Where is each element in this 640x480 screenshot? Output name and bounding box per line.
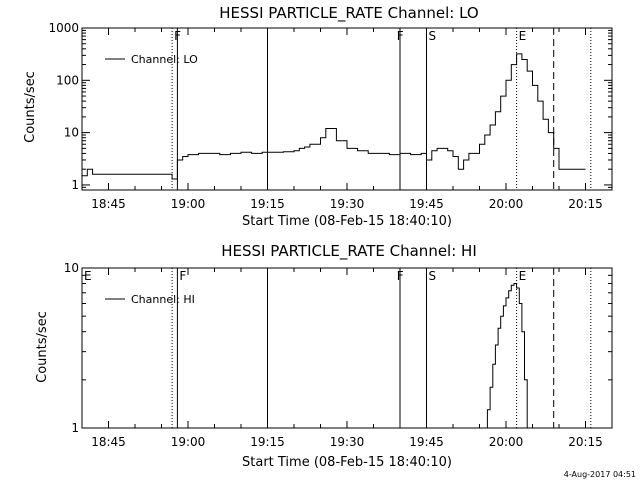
top-flag-label: F <box>174 29 181 43</box>
top-x-tick-label: 19:00 <box>171 197 206 211</box>
top-flag-label: F <box>397 29 404 43</box>
bottom-y-axis-label: Counts/sec <box>35 311 50 383</box>
top-plot-area: 18:45 19:00 19:15 19:30 19:45 20:00 20:15 1 10 10… <box>48 21 613 211</box>
bottom-x-tick-label: 19:15 <box>250 435 285 449</box>
top-x-axis-label: Start Time (08-Feb-15 18:40:10) <box>242 214 452 229</box>
top-x-tick-label: 20:00 <box>489 197 524 211</box>
bottom-plot-area: 18:45 19:00 19:15 19:30 19:45 20:00 20:15 1 10 E F… <box>64 261 613 449</box>
bottom-chart-title: HESSI PARTICLE_RATE Channel: HI <box>221 242 477 261</box>
bottom-x-tick-label: 18:45 <box>91 435 126 449</box>
top-flag-label: S <box>429 29 437 43</box>
top-series-line <box>82 53 586 180</box>
bottom-flag-label: F <box>179 269 186 283</box>
bottom-series-line <box>484 283 528 428</box>
top-y-tick-label: 1 <box>71 178 79 192</box>
top-x-tick-label: 20:15 <box>568 197 603 211</box>
bottom-flag-label: S <box>429 269 437 283</box>
top-x-tick-label: 19:45 <box>409 197 444 211</box>
bottom-x-tick-label: 19:45 <box>409 435 444 449</box>
bottom-y-tick-label: 10 <box>64 261 79 275</box>
top-flag-label: E <box>519 29 527 43</box>
top-x-tick-label: 19:30 <box>330 197 365 211</box>
top-x-tick-label: 19:15 <box>250 197 285 211</box>
bottom-x-tick-label: 19:30 <box>330 435 365 449</box>
bottom-flag-label: E <box>84 269 92 283</box>
top-legend-label: Channel: LO <box>131 53 198 66</box>
bottom-flag-label: E <box>519 269 527 283</box>
top-y-tick-label: 100 <box>56 73 79 87</box>
bottom-x-tick-label: 20:00 <box>489 435 524 449</box>
bottom-x-tick-label: 20:15 <box>568 435 603 449</box>
bottom-y-tick-label: 1 <box>71 421 79 435</box>
top-y-tick-label: 10 <box>64 126 79 140</box>
bottom-plot-frame <box>81 267 613 429</box>
bottom-legend-label: Channel: HI <box>131 293 195 306</box>
bottom-flag-label: F <box>397 269 404 283</box>
top-y-tick-label: 1000 <box>48 21 79 35</box>
top-chart-title: HESSI PARTICLE_RATE Channel: LO <box>219 4 478 23</box>
top-y-axis-label: Counts/sec <box>23 71 38 143</box>
top-x-tick-label: 18:45 <box>91 197 126 211</box>
bottom-x-axis-label: Start Time (08-Feb-15 18:40:10) <box>242 455 452 470</box>
bottom-x-tick-label: 19:00 <box>171 435 206 449</box>
timestamp-label: 4-Aug-2017 04:51 <box>564 470 636 479</box>
